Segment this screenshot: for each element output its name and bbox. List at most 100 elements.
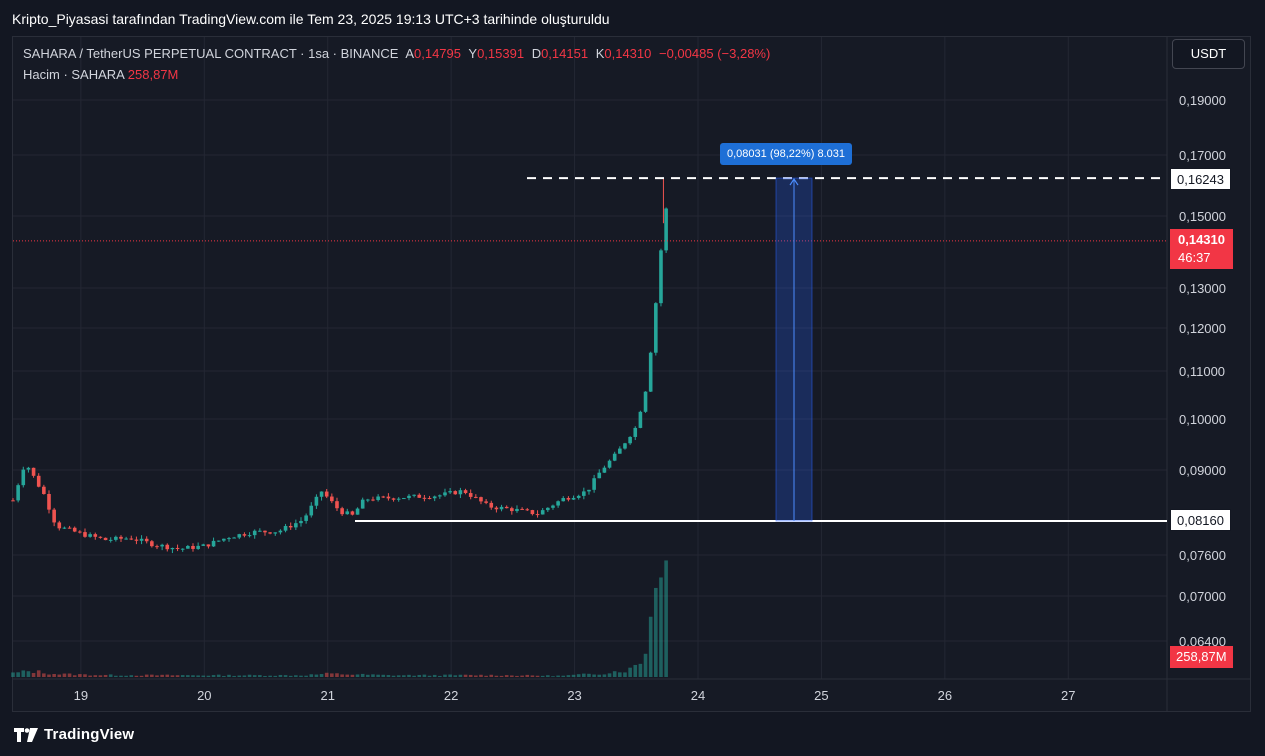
candle-body [504, 506, 509, 509]
volume-bar [232, 675, 236, 677]
volume-bar [633, 664, 638, 677]
volume-bar [114, 675, 118, 677]
candle-body [191, 545, 195, 549]
tradingview-logo[interactable]: TradingView [14, 726, 134, 743]
volume-bar [648, 616, 653, 677]
y-tick-label: 0,15000 [1179, 209, 1226, 224]
volume-bar [448, 674, 452, 677]
volume-bar [618, 672, 622, 677]
volume-bar [78, 674, 82, 677]
candle-body [391, 498, 396, 500]
candle-body [438, 495, 442, 497]
candle-body [510, 508, 514, 512]
candle-body [427, 498, 432, 500]
volume-bar [391, 675, 396, 677]
candle-body [468, 493, 473, 497]
volume-bar [278, 674, 283, 677]
volume-bar [258, 675, 262, 677]
candle-body [160, 544, 164, 547]
candle-body [180, 548, 185, 550]
candle-body [103, 537, 108, 541]
close-value: 0,14310 [604, 46, 652, 61]
volume-bar [551, 676, 555, 677]
volume-bar [52, 674, 56, 677]
volume-bar [150, 674, 154, 677]
volume-bar [170, 675, 175, 677]
y-tick-label: 0,11000 [1179, 364, 1225, 379]
candle-body [21, 469, 26, 486]
candle-body [98, 536, 103, 538]
chart-frame [12, 36, 1251, 712]
candle-body [31, 467, 36, 476]
volume-value: 258,87M [127, 67, 179, 82]
candle-body [196, 545, 200, 549]
candle-body [88, 534, 92, 537]
volume-bar [638, 663, 643, 677]
measure-label: 0,08031 (98,22%) 8.031 [720, 143, 853, 165]
candle-body [237, 534, 242, 538]
volume-bar [47, 674, 51, 677]
candle-body [412, 494, 416, 496]
volume-bar [592, 674, 596, 677]
x-tick-label: 19 [74, 688, 88, 703]
candle-body [57, 522, 62, 529]
export-title: Kripto_Piyasasi tarafından TradingView.c… [12, 11, 610, 27]
candle-body [628, 436, 632, 444]
volume-bar [546, 675, 550, 677]
x-tick-label: 20 [197, 688, 211, 703]
candle-body [268, 532, 272, 534]
candle-body [432, 496, 437, 499]
candle-body [546, 507, 550, 511]
candle-body [659, 250, 663, 304]
low-value: 0,14151 [541, 46, 589, 61]
volume-bar [335, 673, 339, 677]
volume-bar [612, 671, 617, 677]
candle-body [263, 530, 267, 533]
volume-bar [309, 674, 314, 677]
volume-bar [134, 675, 139, 677]
volume-bar [443, 674, 447, 677]
volume-bar [432, 674, 437, 677]
volume-bar [314, 674, 319, 677]
volume-bar [304, 675, 308, 677]
volume-bar [216, 674, 221, 677]
volume-bar [139, 675, 144, 677]
candle-body [479, 497, 483, 502]
candle-body [520, 508, 524, 510]
candle-body [340, 508, 344, 515]
candle-body [252, 530, 257, 536]
low-label: D [531, 46, 542, 61]
candle-body [648, 352, 653, 392]
candle-body [664, 208, 668, 251]
candle-body [124, 538, 128, 540]
x-tick-label: 22 [444, 688, 458, 703]
volume-bar [479, 674, 483, 677]
volume-bar [72, 675, 77, 677]
candle-body [170, 547, 175, 550]
volume-bar [371, 674, 375, 677]
candle-body [175, 547, 180, 549]
volume-bar [129, 675, 134, 677]
candle-body [654, 303, 658, 353]
volume-bar [376, 674, 380, 677]
volume-bar [345, 674, 350, 677]
volume-bar [468, 674, 473, 677]
currency-button[interactable]: USDT [1172, 39, 1245, 69]
volume-bar [654, 587, 658, 677]
y-tick-label: 0,12000 [1179, 321, 1226, 336]
volume-bar [525, 674, 530, 677]
candle-body [556, 501, 560, 506]
candle-body [216, 540, 221, 542]
bar-countdown: 46:37 [1178, 250, 1211, 265]
volume-bar [386, 675, 391, 677]
volume-bar [268, 675, 272, 677]
volume-bar [587, 673, 591, 677]
candle-body [314, 496, 319, 506]
candle-body [607, 460, 612, 468]
candle-body [535, 514, 540, 516]
volume-bar [350, 674, 355, 677]
candle-body [330, 496, 334, 502]
volume-bar [422, 674, 427, 677]
volume-bar [355, 674, 360, 677]
